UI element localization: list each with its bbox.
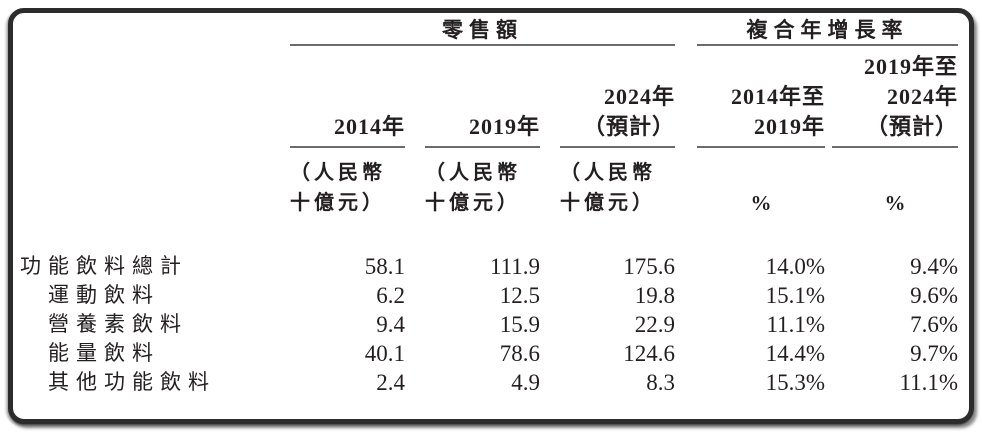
unit-percent-2014-2019: % xyxy=(697,148,825,218)
functional-drinks-table: 零售額 複合年增長率 2014年 2019年 2024年 （預計） 2014年至… xyxy=(20,13,958,397)
table-row-other-functional-drinks: 其他功能飲料 2.4 4.9 8.3 15.3% 11.1% xyxy=(20,368,958,397)
table-row-energy-drinks: 能量飲料 40.1 78.6 124.6 14.4% 9.7% xyxy=(20,339,958,368)
unit-line: （人民幣 xyxy=(560,162,656,184)
column-header-line: 2019年至 xyxy=(863,54,958,79)
unit-percent-2019-2024: % xyxy=(832,148,958,218)
unit-rmb-billion-2024: （人民幣 十億元） xyxy=(560,148,675,218)
table-row-nutrient-drinks: 營養素飲料 9.4 15.9 22.9 11.1% 7.6% xyxy=(20,310,958,339)
cell-value: 6.2 xyxy=(376,283,405,308)
cell-value: 8.3 xyxy=(646,370,675,395)
cell-value: 9.6% xyxy=(910,283,958,308)
percent-sign: % xyxy=(750,191,772,215)
table-card: 零售額 複合年增長率 2014年 2019年 2024年 （預計） 2014年至… xyxy=(8,8,974,424)
group-header-retail-sales: 零售額 xyxy=(290,13,675,46)
cell-value: 7.6% xyxy=(910,312,958,337)
spacer-row xyxy=(20,218,958,252)
column-header-row: 2014年 2019年 2024年 （預計） 2014年至 2019年 2019… xyxy=(20,46,958,148)
unit-line: 十億元） xyxy=(290,192,386,214)
row-label: 功能飲料總計 xyxy=(20,254,188,278)
column-header-line: （預計） xyxy=(582,114,675,139)
row-label: 營養素飲料 xyxy=(48,312,188,336)
cell-value: 9.7% xyxy=(910,341,958,366)
cell-value: 15.1% xyxy=(765,283,825,308)
cell-value: 15.9 xyxy=(499,312,540,337)
unit-rmb-billion-2019: （人民幣 十億元） xyxy=(425,148,540,218)
cell-value: 12.5 xyxy=(499,283,540,308)
column-header-line: 2014年至 xyxy=(730,84,825,109)
cell-value: 111.9 xyxy=(489,254,540,279)
unit-rmb-billion-2014: （人民幣 十億元） xyxy=(290,148,405,218)
group-header-cagr-label: 複合年增長率 xyxy=(746,18,909,42)
group-header-retail-sales-label: 零售額 xyxy=(442,18,523,42)
group-header-cagr: 複合年增長率 xyxy=(697,13,958,46)
cell-value: 4.9 xyxy=(511,370,540,395)
cell-value: 9.4% xyxy=(910,254,958,279)
cell-value: 175.6 xyxy=(623,254,675,279)
group-header-row: 零售額 複合年增長率 xyxy=(20,13,958,46)
unit-line: （人民幣 xyxy=(425,162,521,184)
cell-value: 14.0% xyxy=(765,254,825,279)
row-label: 其他功能飲料 xyxy=(48,370,216,394)
cell-value: 22.9 xyxy=(634,312,675,337)
column-header-line: 2014年 xyxy=(333,114,405,139)
column-header-2014: 2014年 xyxy=(290,46,405,148)
column-header-2024-forecast: 2024年 （預計） xyxy=(560,46,675,148)
percent-sign: % xyxy=(884,191,906,215)
cell-value: 2.4 xyxy=(376,370,405,395)
column-header-line: （預計） xyxy=(865,114,958,139)
cell-value: 19.8 xyxy=(634,283,675,308)
unit-row: （人民幣 十億元） （人民幣 十億元） （人民幣 十億元） % % xyxy=(20,148,958,218)
column-header-line: 2019年 xyxy=(468,114,540,139)
unit-line: 十億元） xyxy=(560,192,656,214)
column-header-2019-to-2024-forecast: 2019年至 2024年 （預計） xyxy=(832,46,958,148)
table-row-functional-drinks-total: 功能飲料總計 58.1 111.9 175.6 14.0% 9.4% xyxy=(20,252,958,281)
column-header-line: 2019年 xyxy=(753,114,825,139)
cell-value: 11.1% xyxy=(899,370,958,395)
unit-line: （人民幣 xyxy=(290,162,386,184)
row-label: 運動飲料 xyxy=(48,283,160,307)
cell-value: 15.3% xyxy=(765,370,825,395)
row-label: 能量飲料 xyxy=(48,341,160,365)
cell-value: 124.6 xyxy=(623,341,675,366)
cell-value: 14.4% xyxy=(765,341,825,366)
cell-value: 78.6 xyxy=(499,341,540,366)
column-header-line: 2024年 xyxy=(603,84,675,109)
column-header-line: 2024年 xyxy=(886,84,958,109)
cell-value: 40.1 xyxy=(364,341,405,366)
cell-value: 58.1 xyxy=(364,254,405,279)
cell-value: 9.4 xyxy=(376,312,405,337)
unit-line: 十億元） xyxy=(425,192,521,214)
column-header-2014-to-2019: 2014年至 2019年 xyxy=(697,46,825,148)
table-row-sports-drinks: 運動飲料 6.2 12.5 19.8 15.1% 9.6% xyxy=(20,281,958,310)
cell-value: 11.1% xyxy=(766,312,825,337)
column-header-2019: 2019年 xyxy=(425,46,540,148)
